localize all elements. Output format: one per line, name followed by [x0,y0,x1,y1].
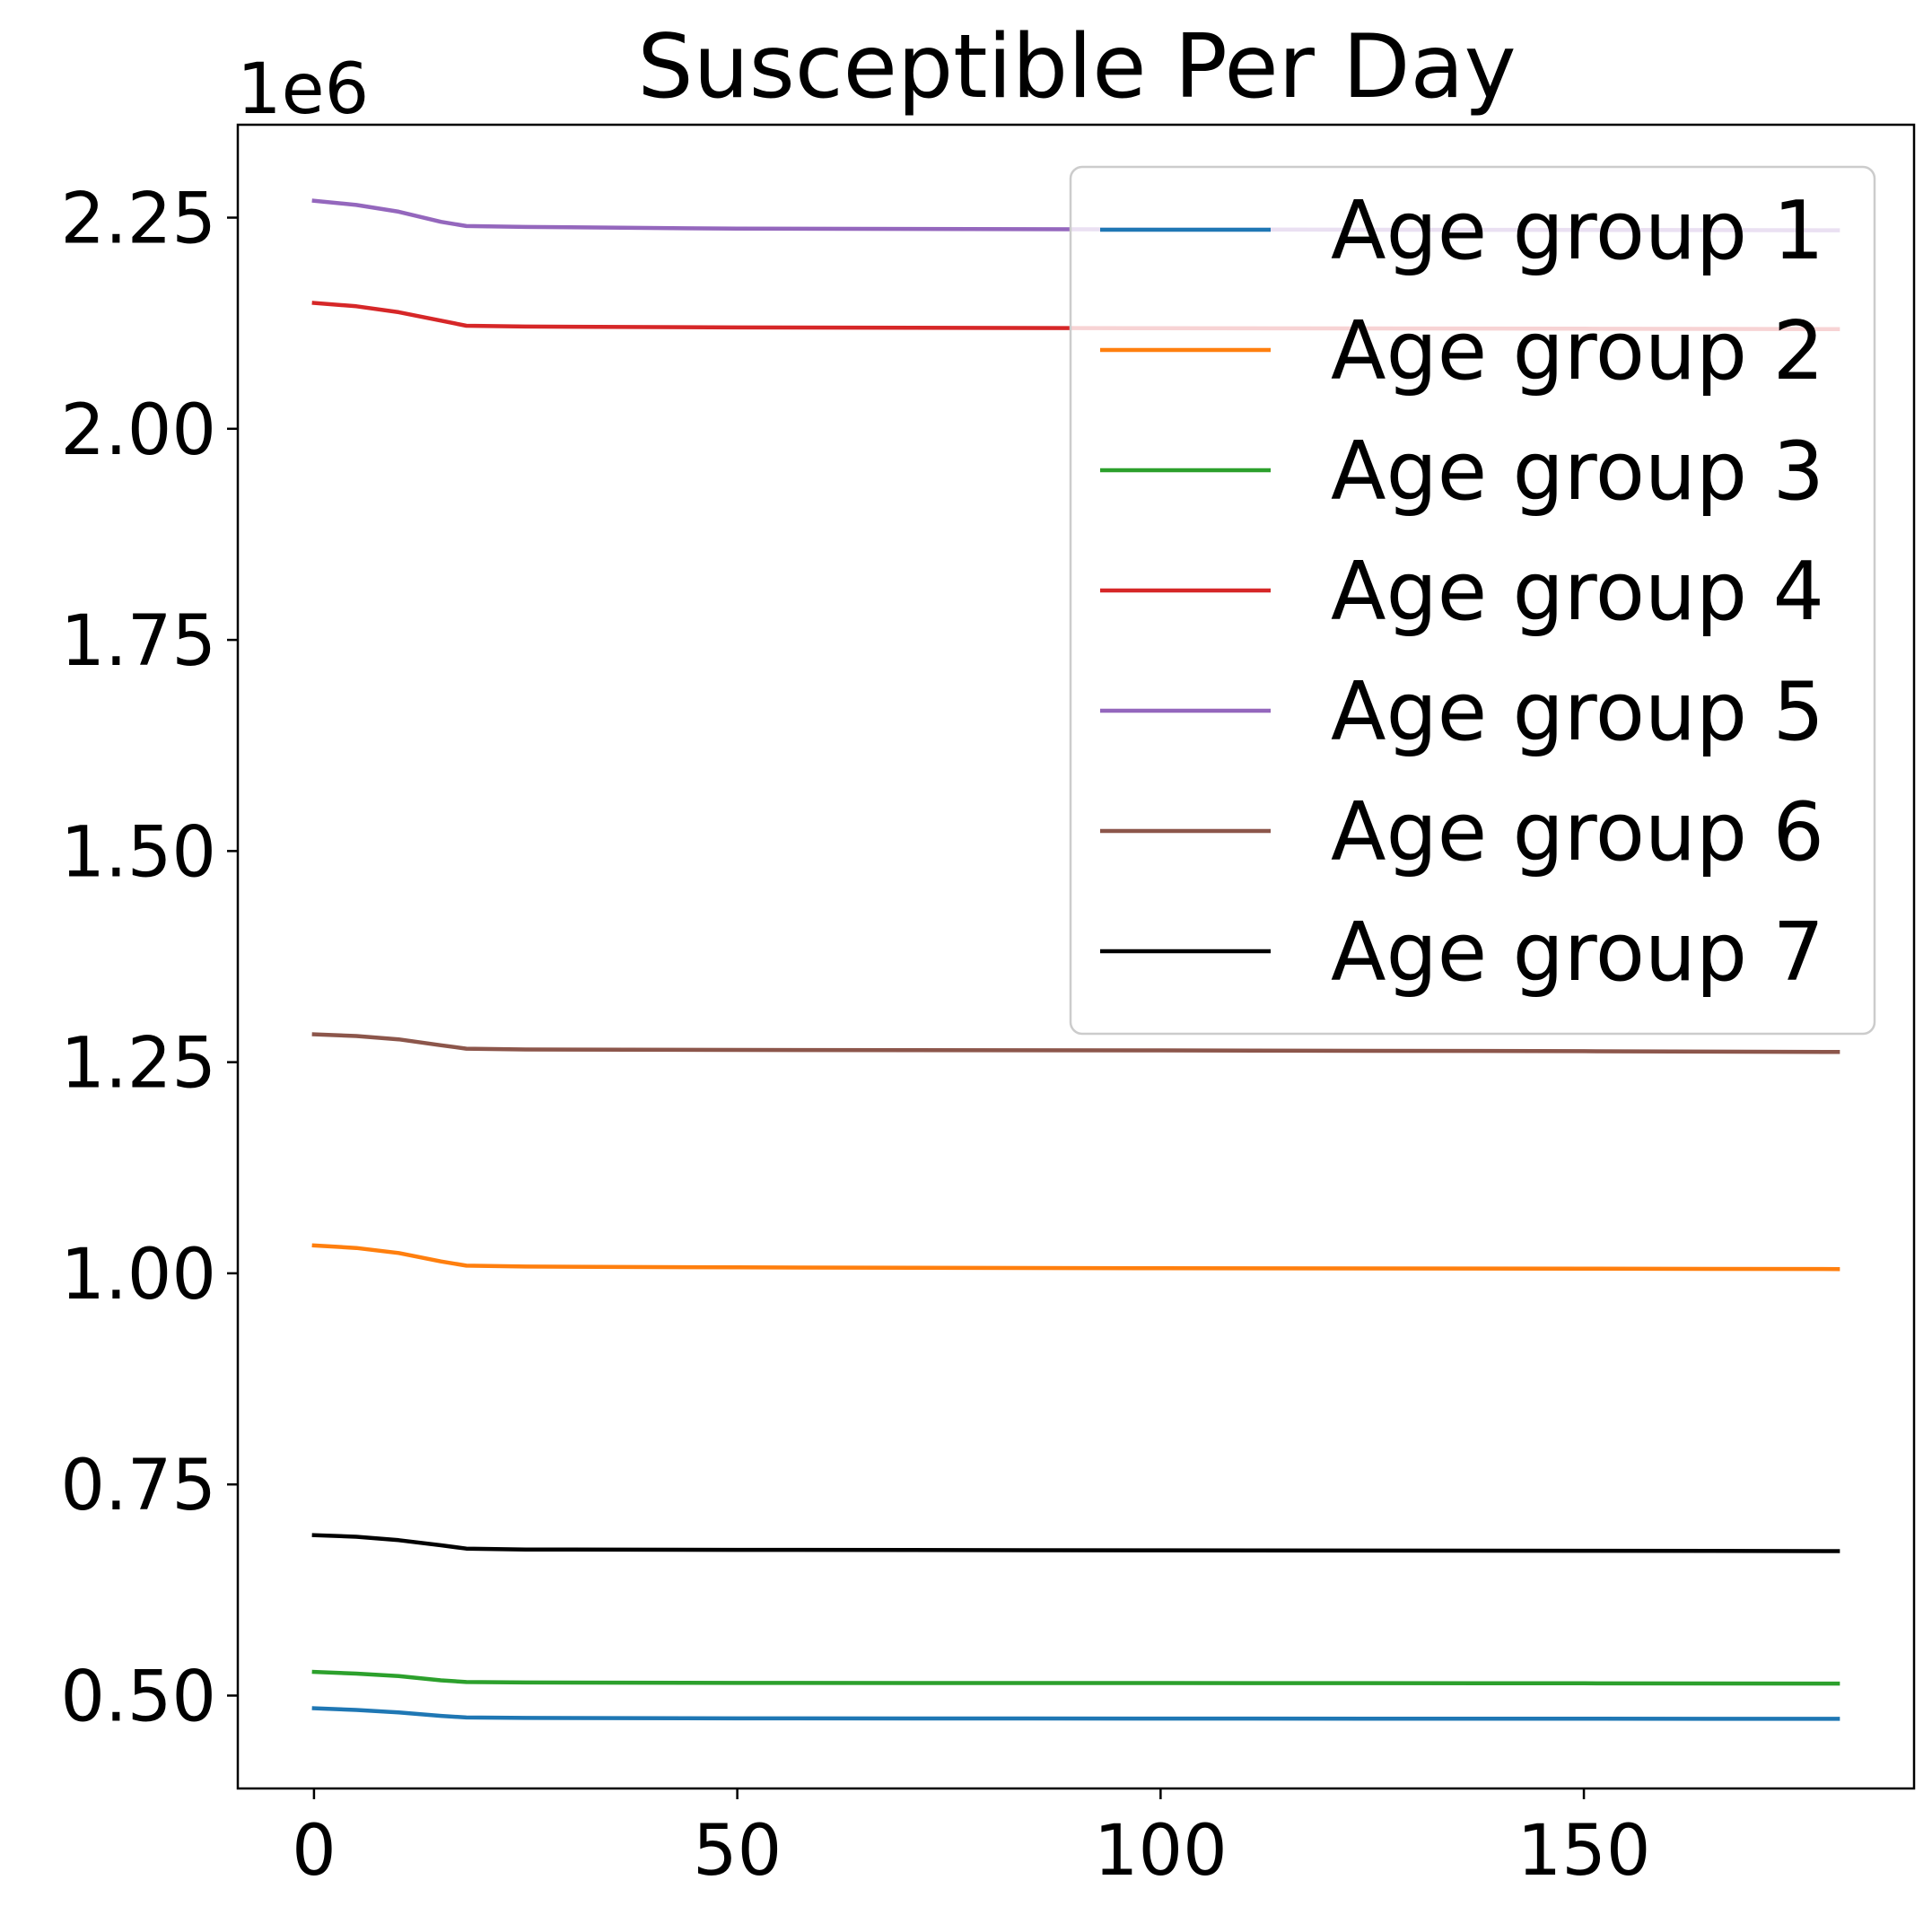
legend-label-age-group-5: Age group 5 [1331,665,1824,759]
series-layer [311,198,1840,1721]
legend-box [1069,165,1876,1036]
y-tick-label: 0.75 [60,1446,216,1526]
legend-label-age-group-7: Age group 7 [1331,905,1824,1000]
y-tick-label: 1.75 [60,601,216,682]
y-tick-label: 1.50 [60,812,216,893]
y-tick-label: 0.50 [60,1657,216,1737]
series-line-age-group-6 [311,1032,1840,1054]
y-tick-label: 1.00 [60,1235,216,1316]
y-tick-label: 1.25 [60,1024,216,1105]
legend-label-age-group-3: Age group 3 [1331,424,1824,519]
legend: Age group 1 Age group 2 Age group 3 Age gro… [1069,165,1876,1036]
series-line-age-group-7 [311,1533,1840,1553]
y-tick-label: 2.00 [60,390,216,471]
x-tick-label: 0 [292,1811,337,1892]
x-tick-label: 150 [1517,1811,1651,1892]
legend-label-age-group-4: Age group 4 [1331,545,1824,639]
x-tick-label: 50 [693,1811,782,1892]
chart-title: Susceptible Per Day [637,16,1516,118]
series-line-age-group-2 [311,1243,1840,1272]
y-tick-label: 2.25 [60,179,216,260]
legend-label-age-group-6: Age group 6 [1331,785,1824,879]
plot-frame [236,123,1916,1790]
x-tick-label: 100 [1094,1811,1228,1892]
legend-label-age-group-2: Age group 2 [1331,304,1824,398]
legend-label-age-group-1: Age group 1 [1331,184,1824,278]
series-line-age-group-1 [311,1706,1840,1721]
series-line-age-group-3 [311,1669,1840,1686]
axes: 0 50 100 150 0.50 0.75 1.00 1.25 1.50 1.75 2.00 2.2… [60,123,1916,1892]
y-axis-offset-label: 1e6 [237,49,369,130]
